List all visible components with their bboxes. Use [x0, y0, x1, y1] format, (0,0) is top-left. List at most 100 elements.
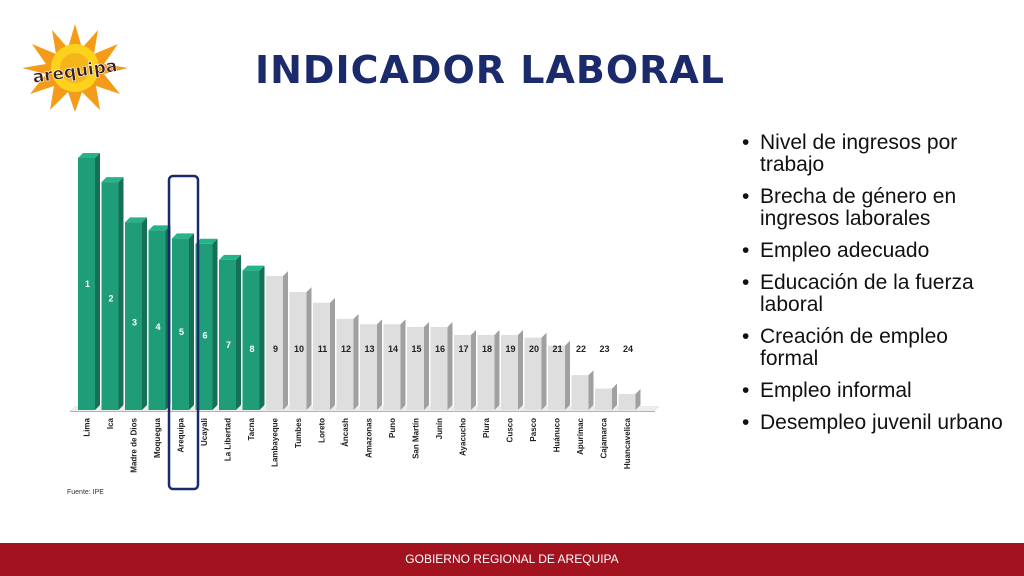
bar-top	[501, 329, 523, 335]
bar-top	[266, 270, 288, 276]
bar-rank-label: 13	[364, 344, 374, 354]
bar	[524, 337, 542, 410]
category-tick-label: Áncash	[341, 418, 350, 447]
bar-top	[383, 319, 406, 325]
bar	[219, 259, 236, 410]
bar-side	[541, 332, 547, 410]
category-tick-label: Ica	[106, 417, 115, 429]
bar-rank-label: 20	[529, 344, 539, 354]
category-tick-label: Pasco	[529, 418, 538, 442]
ranking-bar-chart: 1 Lima 2 Ica 3 Madre de Dios 4 Moquegua 5 Arequip…	[67, 153, 660, 496]
bar-side	[494, 329, 500, 410]
bar	[242, 270, 260, 410]
bar-rank-label: 14	[388, 344, 398, 354]
category-tick-label: Moquegua	[153, 417, 162, 458]
bar	[618, 393, 636, 410]
category-tick-label: La Libertad	[224, 418, 233, 461]
bar-rank-label: 7	[226, 340, 231, 350]
bar-top	[430, 321, 453, 327]
category-tick-label: Piura	[482, 417, 491, 438]
bar-side	[565, 340, 570, 410]
bar-side	[212, 238, 218, 410]
bar	[430, 326, 448, 410]
bar-top	[313, 297, 335, 303]
bullet-item: Brecha de género en ingresos laborales	[740, 186, 1010, 230]
category-tick-label: Huancavelica	[623, 417, 632, 469]
bar-side	[118, 177, 124, 410]
bar-rank-label: 19	[505, 344, 515, 354]
bar-side	[189, 233, 194, 410]
bar-side	[612, 383, 617, 410]
bar-rank-label: 15	[411, 344, 421, 354]
bar-top	[336, 313, 359, 319]
bar	[501, 334, 518, 410]
category-tick-label: Loreto	[318, 418, 327, 443]
bar-top	[548, 340, 570, 346]
bar-top	[454, 329, 476, 335]
bar-rank-label: 17	[458, 344, 468, 354]
bar-top	[125, 217, 147, 223]
sun-icon	[22, 24, 128, 112]
bar-side	[377, 319, 382, 410]
bar-top	[360, 319, 382, 325]
bar-rank-label: 21	[552, 344, 562, 354]
highlight-box	[167, 174, 200, 491]
bullet-item: Empleo adecuado	[740, 240, 1010, 263]
category-tick-label: Ayacucho	[459, 418, 468, 456]
bar-side	[635, 388, 641, 410]
slide-title: INDICADOR LABORAL	[254, 48, 726, 92]
bar	[266, 275, 283, 410]
category-tick-label: Junín	[435, 418, 444, 439]
category-tick-label: Lambayeque	[271, 417, 280, 466]
bullet-item: Creación de empleo formal	[740, 326, 1010, 370]
bar-top	[477, 329, 500, 335]
bar-top	[407, 321, 429, 327]
indicator-list: Nivel de ingresos por trabajo Brecha de …	[740, 132, 1010, 444]
bullet-item: Nivel de ingresos por trabajo	[740, 132, 1010, 176]
bar-rank-label: 12	[341, 344, 351, 354]
bar	[407, 326, 424, 410]
bar-side	[424, 321, 429, 410]
footer-text: GOBIERNO REGIONAL DE AREQUIPA	[405, 552, 619, 566]
bar-side	[588, 370, 594, 410]
bar	[78, 158, 95, 410]
bar-side	[236, 254, 241, 410]
bar-side	[330, 297, 335, 410]
category-tick-label: Puno	[388, 418, 397, 438]
bar-rank-label: 1	[85, 279, 90, 289]
source-note: Fuente: IPE	[67, 489, 104, 496]
bar-side	[353, 313, 359, 410]
bar-side	[142, 217, 147, 410]
bar	[454, 334, 471, 410]
bar-top	[595, 383, 617, 389]
bar-top	[524, 332, 547, 338]
bullet-item: Educación de la fuerza laboral	[740, 272, 1010, 316]
arequipa-logo: arequipa	[22, 24, 128, 112]
bar-rank-label: 22	[576, 344, 586, 354]
bar-side	[95, 153, 100, 410]
bar-top	[101, 177, 124, 183]
category-tick-label: Huánuco	[553, 418, 562, 452]
bar-rank-label: 18	[482, 344, 492, 354]
bullet-item: Empleo informal	[740, 380, 1010, 403]
bar-top	[571, 370, 594, 376]
category-tick-label: Cusco	[506, 418, 515, 443]
bar-side	[518, 329, 523, 410]
category-tick-label: Lima	[83, 417, 92, 436]
bar-top	[195, 238, 218, 244]
bar-rank-label: 5	[179, 327, 184, 337]
category-tick-label: Tumbes	[294, 417, 303, 448]
bar-side	[259, 265, 265, 410]
bar	[172, 238, 189, 410]
bar	[477, 334, 495, 410]
bar-top	[289, 287, 312, 293]
bar	[383, 324, 401, 410]
bar	[548, 345, 565, 410]
bar	[595, 388, 612, 410]
category-tick-label: Madre de Dios	[130, 417, 139, 472]
bar-side	[447, 321, 453, 410]
category-tick-label: Arequipa	[177, 417, 186, 452]
bar	[360, 324, 377, 410]
footer-bar: GOBIERNO REGIONAL DE AREQUIPA	[0, 543, 1024, 576]
bar-rank-label: 24	[623, 344, 633, 354]
